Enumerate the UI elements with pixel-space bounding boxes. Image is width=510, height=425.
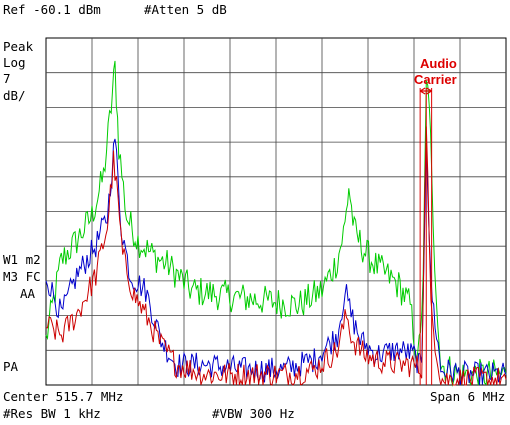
trace-w1-indicator: W1 m2 — [3, 252, 41, 267]
attenuation: #Atten 5 dB — [144, 2, 227, 17]
carrier-label: Carrier — [414, 72, 457, 87]
video-bandwidth: #VBW 300 Hz — [212, 406, 295, 421]
scale-unit: dB/ — [3, 88, 26, 103]
trace-line-1 — [45, 60, 507, 387]
audio-label: Audio — [420, 56, 457, 71]
resolution-bandwidth: #Res BW 1 kHz — [3, 406, 101, 421]
aa-indicator: AA — [20, 286, 36, 301]
pa-indicator: PA — [3, 359, 19, 374]
trace-line-3 — [45, 126, 507, 386]
reference-level: Ref -60.1 dBm — [3, 2, 101, 17]
center-frequency: Center 515.7 MHz — [3, 389, 124, 404]
scale-type: Log — [3, 55, 26, 70]
plot-grid — [45, 37, 507, 386]
scale-value: 7 — [3, 71, 11, 86]
trace-m3-indicator: M3 FC — [3, 269, 41, 284]
carrier-span-arrow — [419, 87, 432, 95]
detector-mode: Peak — [3, 39, 34, 54]
frequency-span: Span 6 MHz — [430, 389, 506, 404]
marker-group — [419, 87, 433, 385]
